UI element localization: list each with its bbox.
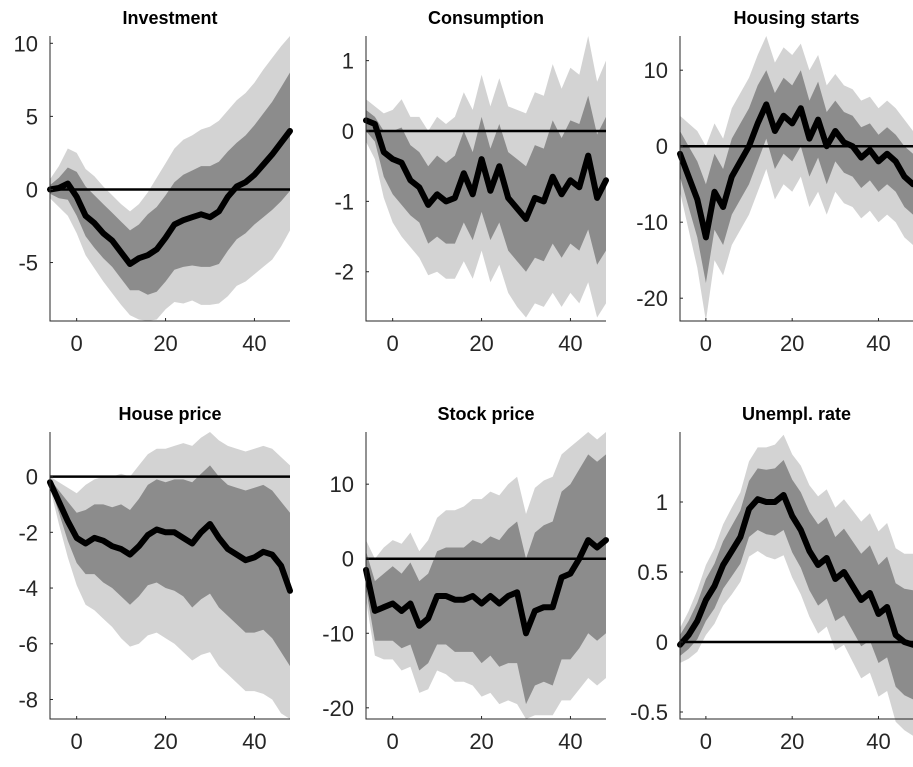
x-tick-label: 40 [558,331,582,356]
x-tick-label: 20 [153,331,177,356]
y-tick-label: -6 [18,632,38,657]
panel-investment: 0 20 40 -5 0 5 10 Investment [14,8,293,356]
y-tick-label: 0.5 [637,560,668,585]
y-tick-label: -0.5 [630,700,668,725]
y-tick-label: -10 [322,621,354,646]
x-tick-label: 0 [387,331,399,356]
x-tick-label: 0 [700,729,712,754]
y-tick-label: -20 [322,696,354,721]
median-response-line [363,537,609,637]
inner-confidence-band [366,454,606,705]
axes-frame [365,432,606,720]
y-tick-label: 0 [656,630,668,655]
y-tick-label: -1 [334,189,354,214]
y-tick-label: -2 [18,520,38,545]
y-tick-label: 0 [26,465,38,490]
x-tick-label: 40 [866,331,890,356]
panel-title: Consumption [428,8,544,28]
x-tick-label: 20 [469,729,493,754]
outer-confidence-band [680,36,913,321]
x-tick-label: 40 [558,729,582,754]
y-tick-label: -20 [636,286,668,311]
y-tick-label: 10 [644,58,668,83]
y-tick-label: -5 [18,251,38,276]
panel-title: Investment [122,8,217,28]
y-tick-label: 1 [656,490,668,515]
x-tick-label: 20 [780,331,804,356]
x-tick-label: 0 [387,729,399,754]
panel-unemployment-rate: 0 20 40 -0.5 0 0.5 1 Unempl. rate [630,404,913,754]
y-tick-label: 10 [330,472,354,497]
x-tick-label: 20 [153,729,177,754]
panel-housing-starts: 0 20 40 -20 -10 0 10 Housing starts [636,8,913,356]
inner-confidence-band [50,465,290,667]
y-tick-label: 5 [26,104,38,129]
x-tick-label: 40 [242,729,266,754]
panel-title: Unempl. rate [742,404,851,424]
y-tick-label: -8 [18,687,38,712]
median-response-line [363,117,609,222]
inner-confidence-band [680,70,913,283]
y-tick-label: 0 [342,547,354,572]
median-response-line [47,479,293,594]
median-response-line [47,128,293,267]
y-tick-label: -4 [18,576,38,601]
y-tick-label: -10 [636,210,668,235]
axes-frame [679,36,913,322]
y-tick-label: -2 [334,260,354,285]
median-response-line [677,492,913,648]
y-tick-label: 10 [14,31,38,56]
panel-stock-price: 0 20 40 -20 -10 0 10 Stock price [322,404,609,754]
y-tick-label: 0 [26,177,38,202]
x-tick-label: 20 [469,331,493,356]
x-tick-label: 40 [242,331,266,356]
y-tick-label: 0 [342,119,354,144]
x-tick-label: 40 [866,729,890,754]
x-tick-label: 20 [780,729,804,754]
inner-confidence-band [680,460,913,700]
outer-confidence-band [680,434,913,736]
panel-title: Stock price [437,404,534,424]
axes-frame [49,432,290,720]
panel-title: Housing starts [733,8,859,28]
panel-consumption: 0 20 40 -2 -1 0 1 Consumption [334,8,609,356]
x-tick-label: 0 [700,331,712,356]
y-tick-label: 1 [342,49,354,74]
x-tick-label: 0 [71,729,83,754]
panel-house-price: 0 20 40 -8 -6 -4 -2 0 House price [18,404,293,754]
x-tick-label: 0 [71,331,83,356]
axes-frame [49,36,290,322]
axes-frame [679,432,913,720]
panel-title: House price [118,404,221,424]
y-tick-label: 0 [656,134,668,159]
median-response-line [677,101,913,241]
